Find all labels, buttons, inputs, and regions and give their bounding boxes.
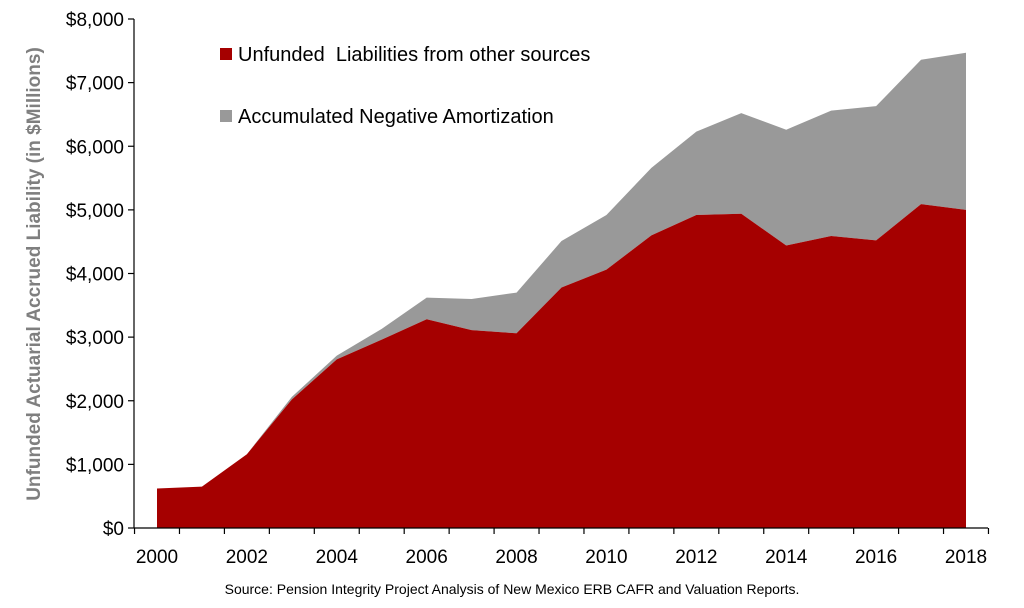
area-unfunded-liabilities (157, 204, 966, 528)
y-tick-label: $2,000 (66, 392, 124, 413)
x-tick-label: 2018 (945, 547, 987, 568)
x-tick-label: 2016 (855, 547, 897, 568)
y-tick-label: $5,000 (66, 201, 124, 222)
y-tick-label: $3,000 (66, 328, 124, 349)
x-tick-label: 2000 (136, 547, 178, 568)
x-tick-label: 2006 (406, 547, 448, 568)
legend-label-unfunded: Unfunded Liabilities from other sources (238, 44, 590, 66)
legend-label-negative-amortization: Accumulated Negative Amortization (238, 106, 554, 128)
area-accumulated-negative-amortization (157, 52, 966, 489)
area-chart: $0 $1,000 $2,000 $3,000 $4,000 $5,000 $6,000 $7… (24, 10, 990, 568)
x-tick-label: 2002 (226, 547, 268, 568)
y-axis-label: Unfunded Actuarial Accrued Liability (in… (24, 47, 45, 501)
x-tick-labels: 2000 2002 2004 2006 2008 2010 2012 2014 2016 2018 (136, 547, 987, 568)
axes (128, 18, 990, 534)
legend-swatch-unfunded (220, 48, 232, 60)
y-tick-labels: $0 $1,000 $2,000 $3,000 $4,000 $5,000 $6,000 $7… (66, 10, 124, 540)
source-note: Source: Pension Integrity Project Analys… (224, 581, 800, 597)
legend: Unfunded Liabilities from other sources … (220, 44, 590, 128)
y-tick-label: $4,000 (66, 265, 124, 286)
y-tick-label: $6,000 (66, 137, 124, 158)
plot-areas (157, 52, 966, 528)
x-tick-label: 2012 (675, 547, 717, 568)
legend-swatch-negative-amortization (220, 110, 232, 122)
y-tick-label: $7,000 (66, 74, 124, 95)
y-tick-label: $8,000 (66, 10, 124, 31)
x-tick-label: 2010 (585, 547, 627, 568)
y-tick-label: $1,000 (66, 455, 124, 476)
x-tick-label: 2014 (765, 547, 808, 568)
x-tick-label: 2008 (495, 547, 537, 568)
y-tick-label: $0 (103, 519, 124, 540)
x-tick-label: 2004 (316, 547, 359, 568)
